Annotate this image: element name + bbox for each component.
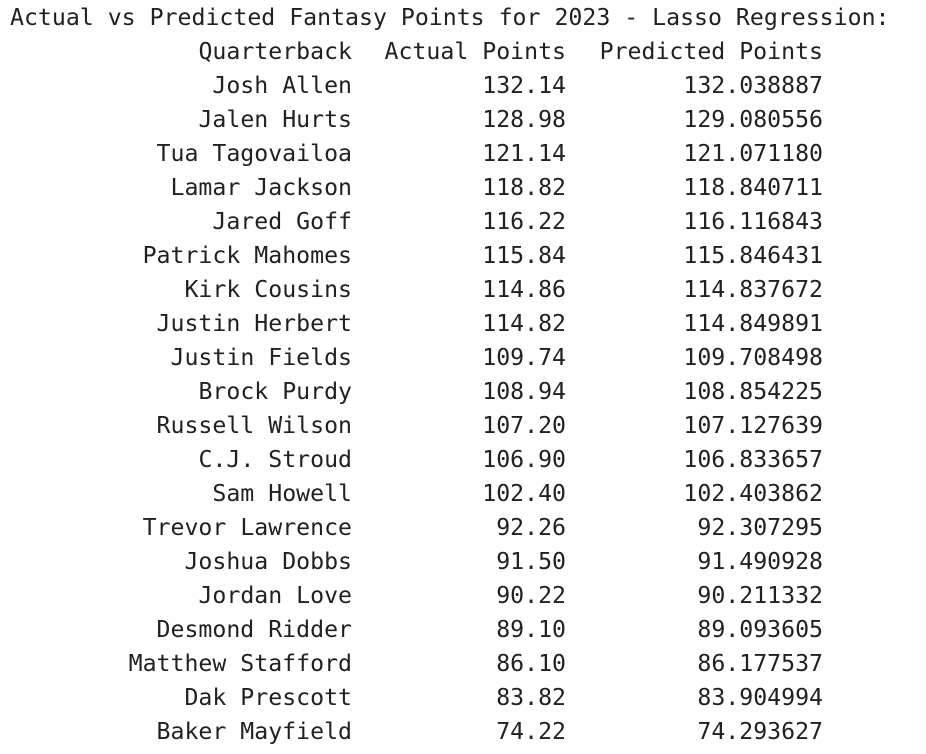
predicted-points-cell: 132.038887 — [683, 72, 823, 99]
actual-points-cell: 89.10 — [496, 616, 566, 643]
actual-points-cell: 92.26 — [496, 514, 566, 541]
predicted-points-cell: 116.116843 — [683, 208, 823, 235]
predicted-points-cell: 118.840711 — [683, 174, 823, 201]
table-row: Matthew Stafford 86.10 86.177537 — [0, 647, 823, 681]
actual-points-cell: 91.50 — [496, 548, 566, 575]
quarterback-cell: Patrick Mahomes — [142, 242, 352, 269]
quarterback-cell: Jalen Hurts — [198, 106, 352, 133]
table-row: Brock Purdy 108.94 108.854225 — [0, 375, 823, 409]
quarterback-cell: Sam Howell — [212, 480, 352, 507]
predicted-points-cell: 115.846431 — [683, 242, 823, 269]
actual-points-cell: 86.10 — [496, 650, 566, 677]
actual-points-cell: 128.98 — [482, 106, 566, 133]
table-row: Sam Howell 102.40 102.403862 — [0, 477, 823, 511]
predicted-points-cell: 102.403862 — [683, 480, 823, 507]
table-row: Trevor Lawrence 92.26 92.307295 — [0, 511, 823, 545]
predicted-points-cell: 86.177537 — [697, 650, 823, 677]
predicted-points-cell: 114.837672 — [683, 276, 823, 303]
table-row: Jared Goff 116.22 116.116843 — [0, 205, 823, 239]
quarterback-cell: Dak Prescott — [184, 684, 352, 711]
actual-points-cell: 132.14 — [482, 72, 566, 99]
quarterback-cell: Kirk Cousins — [184, 276, 352, 303]
quarterback-cell: Brock Purdy — [198, 378, 352, 405]
predicted-points-cell: 91.490928 — [697, 548, 823, 575]
table-row: Jordan Love 90.22 90.211332 — [0, 579, 823, 613]
output-table: Quarterback Actual Points Predicted Poin… — [0, 35, 823, 749]
table-row: Jalen Hurts 128.98 129.080556 — [0, 103, 823, 137]
table-body: Josh Allen 132.14 132.038887 Jalen Hurts 128… — [0, 69, 823, 749]
table-row: Desmond Ridder 89.10 89.093605 — [0, 613, 823, 647]
predicted-points-cell: 129.080556 — [683, 106, 823, 133]
table-header-row: Quarterback Actual Points Predicted Poin… — [0, 35, 823, 69]
predicted-points-cell: 121.071180 — [683, 140, 823, 167]
column-header-quarterback: Quarterback — [198, 38, 352, 65]
quarterback-cell: Jared Goff — [212, 208, 352, 235]
predicted-points-cell: 89.093605 — [697, 616, 823, 643]
quarterback-cell: Jordan Love — [198, 582, 352, 609]
output-title: Actual vs Predicted Fantasy Points for 2… — [10, 4, 890, 31]
quarterback-cell: Matthew Stafford — [128, 650, 352, 677]
table-row: Justin Herbert 114.82 114.849891 — [0, 307, 823, 341]
quarterback-cell: Tua Tagovailoa — [156, 140, 352, 167]
actual-points-cell: 114.86 — [482, 276, 566, 303]
predicted-points-cell: 74.293627 — [697, 718, 823, 745]
predicted-points-cell: 107.127639 — [683, 412, 823, 439]
predicted-points-cell: 90.211332 — [697, 582, 823, 609]
table-row: Josh Allen 132.14 132.038887 — [0, 69, 823, 103]
table-row: Patrick Mahomes 115.84 115.846431 — [0, 239, 823, 273]
actual-points-cell: 74.22 — [496, 718, 566, 745]
quarterback-cell: Trevor Lawrence — [142, 514, 352, 541]
table-row: Lamar Jackson 118.82 118.840711 — [0, 171, 823, 205]
predicted-points-cell: 83.904994 — [697, 684, 823, 711]
predicted-points-cell: 109.708498 — [683, 344, 823, 371]
actual-points-cell: 116.22 — [482, 208, 566, 235]
quarterback-cell: Desmond Ridder — [156, 616, 352, 643]
quarterback-cell: Joshua Dobbs — [184, 548, 352, 575]
predicted-points-cell: 114.849891 — [683, 310, 823, 337]
column-header-predicted-points: Predicted Points — [599, 38, 823, 65]
table-row: Dak Prescott 83.82 83.904994 — [0, 681, 823, 715]
actual-points-cell: 118.82 — [482, 174, 566, 201]
quarterback-cell: Justin Fields — [170, 344, 352, 371]
table-row: Tua Tagovailoa 121.14 121.071180 — [0, 137, 823, 171]
column-header-actual-points: Actual Points — [384, 38, 566, 65]
predicted-points-cell: 108.854225 — [683, 378, 823, 405]
actual-points-cell: 83.82 — [496, 684, 566, 711]
quarterback-cell: Lamar Jackson — [170, 174, 352, 201]
quarterback-cell: C.J. Stroud — [198, 446, 352, 473]
quarterback-cell: Baker Mayfield — [156, 718, 352, 745]
actual-points-cell: 121.14 — [482, 140, 566, 167]
actual-points-cell: 102.40 — [482, 480, 566, 507]
quarterback-cell: Josh Allen — [212, 72, 352, 99]
quarterback-cell: Justin Herbert — [156, 310, 352, 337]
table-row: Russell Wilson 107.20 107.127639 — [0, 409, 823, 443]
actual-points-cell: 106.90 — [482, 446, 566, 473]
actual-points-cell: 90.22 — [496, 582, 566, 609]
table-row: Joshua Dobbs 91.50 91.490928 — [0, 545, 823, 579]
actual-points-cell: 114.82 — [482, 310, 566, 337]
predicted-points-cell: 92.307295 — [697, 514, 823, 541]
actual-points-cell: 107.20 — [482, 412, 566, 439]
table-row: C.J. Stroud 106.90 106.833657 — [0, 443, 823, 477]
quarterback-cell: Russell Wilson — [156, 412, 352, 439]
predicted-points-cell: 106.833657 — [683, 446, 823, 473]
actual-points-cell: 108.94 — [482, 378, 566, 405]
actual-points-cell: 115.84 — [482, 242, 566, 269]
table-row: Baker Mayfield 74.22 74.293627 — [0, 715, 823, 749]
table-row: Kirk Cousins 114.86 114.837672 — [0, 273, 823, 307]
table-row: Justin Fields 109.74 109.708498 — [0, 341, 823, 375]
actual-points-cell: 109.74 — [482, 344, 566, 371]
